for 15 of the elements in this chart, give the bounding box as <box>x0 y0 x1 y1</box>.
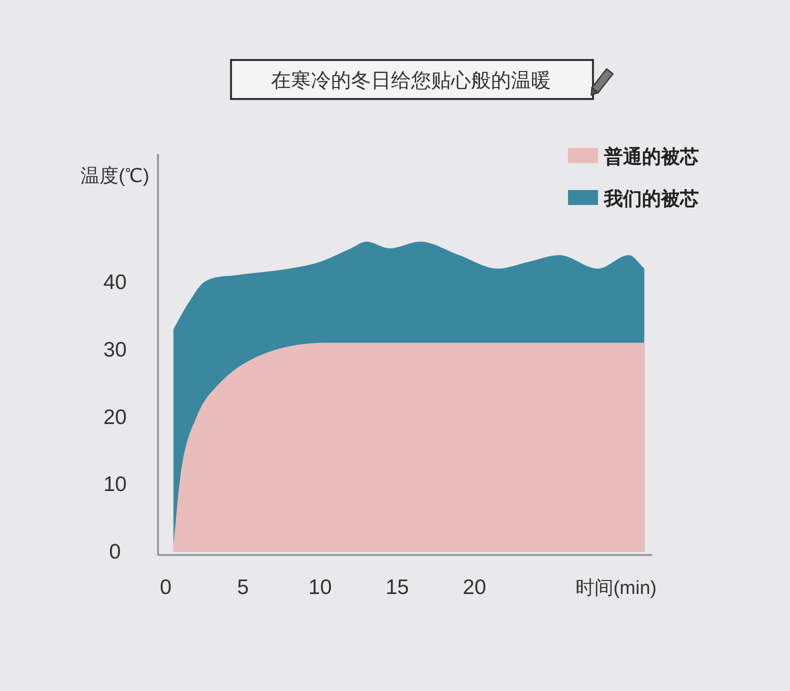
y-tick-label: 0 <box>109 540 121 564</box>
x-tick-label: 0 <box>160 576 172 599</box>
y-tick-label: 40 <box>103 271 127 294</box>
x-tick-label: 5 <box>237 576 249 599</box>
x-tick-label: 20 <box>462 576 486 599</box>
x-axis-title: 时间(min) <box>575 578 657 599</box>
y-tick-label: 20 <box>103 406 127 429</box>
legend-label: 我们的被芯 <box>603 188 699 210</box>
x-tick-label: 10 <box>308 576 332 599</box>
y-tick-label: 30 <box>103 338 127 362</box>
legend-label: 普通的被芯 <box>603 146 699 168</box>
y-tick-label: 10 <box>103 473 127 496</box>
x-tick-label: 15 <box>386 576 409 599</box>
y-axis-title: 温度(℃) <box>80 165 150 187</box>
chart-title: 在寒冷的冬日给您贴心般的温暖 <box>271 70 551 92</box>
